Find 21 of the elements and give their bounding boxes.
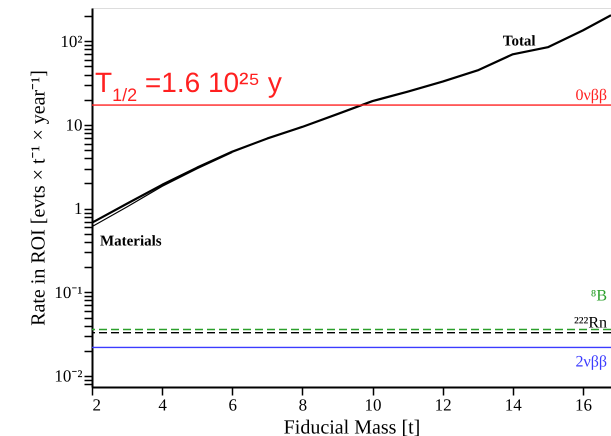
y-tick-label: 10 [66, 115, 82, 134]
x-tick-label: 6 [228, 396, 238, 414]
x-tick-label: 14 [504, 396, 522, 414]
series-label: Materials [100, 234, 162, 250]
ref-line-label: ²²²Rn [574, 314, 607, 332]
y-tick-label: 10⁻¹ [54, 282, 82, 302]
ref-line-label: 2νββ [575, 353, 607, 370]
x-axis-title: Fiducial Mass [t] [284, 416, 420, 436]
series-label: Total [502, 33, 536, 50]
y-tick-label: 10⁻² [54, 366, 82, 386]
y-tick-label: 10² [60, 32, 82, 51]
x-tick-label: 8 [298, 396, 308, 414]
ref-line-label: 0νββ [575, 87, 607, 104]
x-tick-label: 4 [158, 396, 168, 414]
ref-line-label: ⁸B [590, 288, 607, 304]
x-tick-label: 2 [92, 396, 101, 414]
x-tick-label: 12 [434, 396, 452, 414]
y-tick-label: 1 [74, 199, 82, 218]
x-tick-label: 10 [364, 396, 382, 414]
y-axis-title: Rate in ROI [evts × t⁻¹ × year⁻¹] [27, 70, 50, 326]
x-tick-label: 16 [574, 396, 592, 414]
